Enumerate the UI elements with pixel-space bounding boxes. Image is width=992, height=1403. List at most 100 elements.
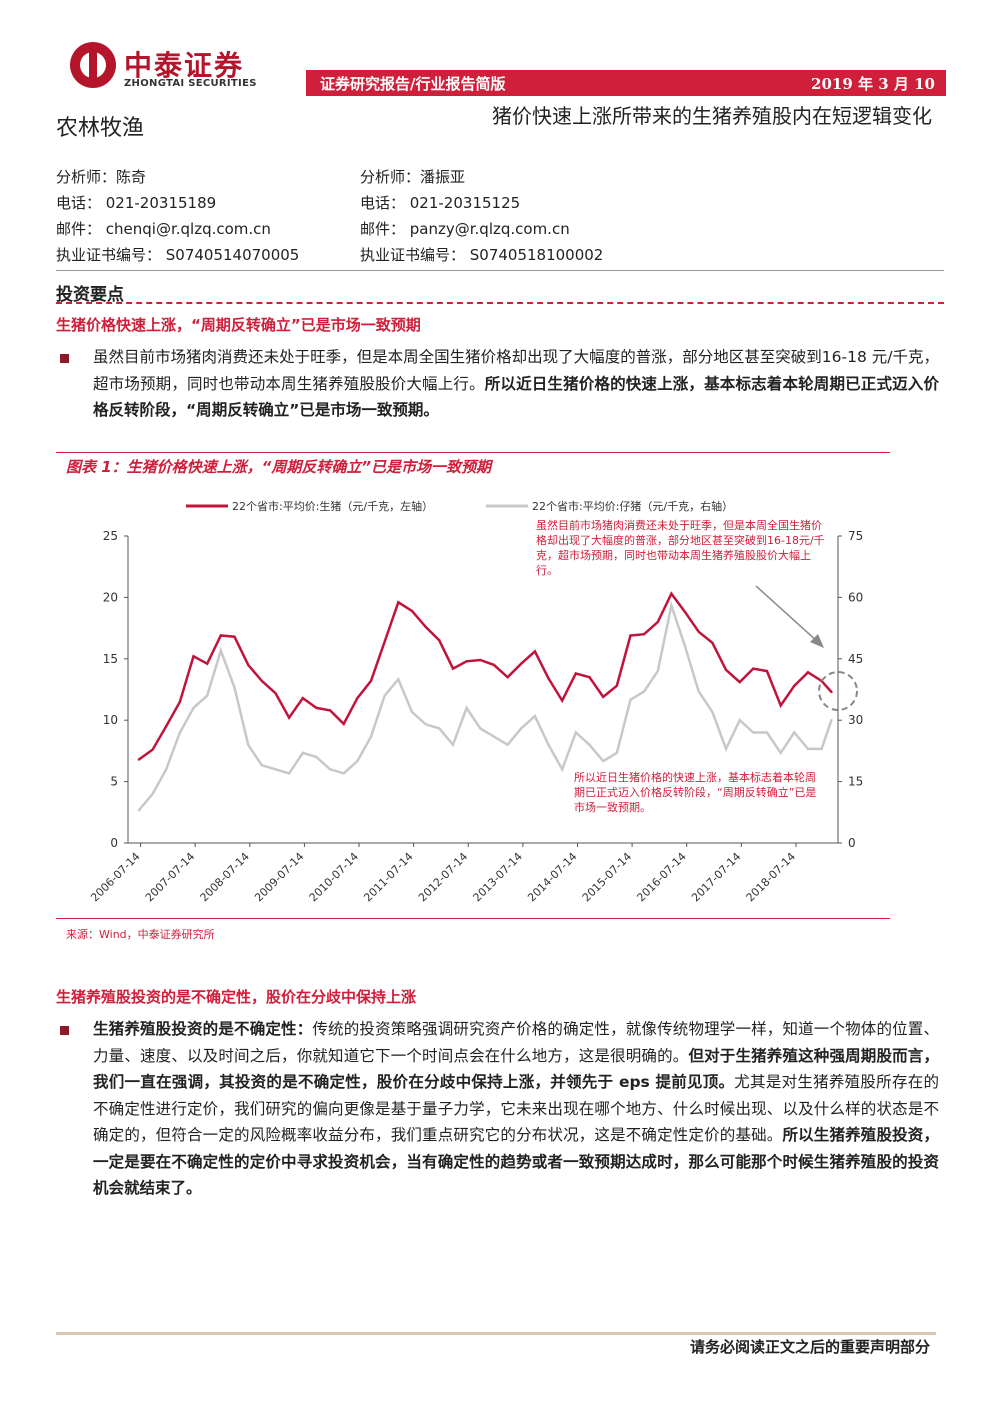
hog-point [451, 667, 455, 670]
point-1-heading: 生猪价格快速上涨，“周期反转确立”已是市场一致预期 [56, 316, 421, 334]
y-right-tick-label: 30 [848, 713, 863, 727]
analyst-2-phone: 电话： 021-20315125 [360, 194, 521, 212]
hog-point [506, 676, 509, 679]
figure-bottom-rule [56, 918, 890, 919]
report-date: 2019 年 3 月 10 日 [811, 75, 935, 114]
piglet-point [697, 690, 700, 693]
hog-point [752, 667, 755, 670]
y-right-tick-label: 60 [848, 590, 863, 604]
y-left-tick-label: 0 [110, 836, 118, 850]
piglet-point [779, 751, 782, 755]
hog-point [301, 696, 304, 700]
piglet-point [274, 768, 277, 771]
piglet-point [830, 719, 833, 722]
hog-point [151, 748, 154, 751]
hog-point [246, 663, 250, 667]
point-2-heading: 生猪养殖股投资的是不确定性，股价在分歧中保持上涨 [56, 988, 417, 1006]
hog-point [574, 672, 578, 675]
sector-label: 农林牧渔 [56, 116, 145, 141]
hog-point [629, 634, 632, 637]
hog-point [492, 663, 496, 667]
hog-point [697, 630, 700, 633]
x-tick-label: 2013-07-14 [471, 850, 525, 904]
piglet-point [533, 714, 537, 718]
page-title: 猪价快速上涨所带来的生猪养殖股内在短逻辑变化 [492, 104, 932, 128]
x-tick-label: 2016-07-14 [634, 850, 688, 904]
analyst-1-name: 分析师：陈奇 [56, 168, 147, 186]
hog-point [615, 684, 619, 688]
piglet-point [588, 743, 591, 746]
piglet-point [301, 751, 304, 755]
piglet-point [492, 735, 496, 738]
divider [56, 270, 944, 271]
x-tick-label: 2006-07-14 [88, 850, 142, 904]
hog-point [356, 696, 359, 700]
hog-point [369, 679, 373, 683]
piglet-point [205, 694, 209, 697]
point-1-text: 虽然目前市场猪肉消费还未处于旺季，但是本周全国生猪价格却出现了大幅度的普涨，部分… [93, 348, 939, 393]
piglet-point [192, 706, 195, 710]
piglet-point [724, 747, 728, 751]
piglet-point [656, 669, 659, 673]
hog-point [670, 592, 673, 595]
x-tick-label: 2008-07-14 [198, 850, 252, 904]
y-left-tick-label: 5 [110, 775, 118, 789]
header-bar [306, 70, 946, 96]
piglet-point [137, 809, 141, 812]
piglet-point [615, 751, 619, 755]
figure-source: 来源：Wind，中泰证券研究所 [66, 928, 215, 941]
y-left-tick-label: 25 [103, 529, 118, 543]
x-tick-label: 2011-07-14 [361, 850, 415, 904]
piglet-point [520, 727, 523, 730]
piglet-point [424, 723, 427, 726]
hog-point [137, 758, 141, 761]
piglet-point [765, 731, 769, 734]
piglet-point [383, 694, 386, 697]
piglet-point [547, 743, 550, 746]
analyst-1-phone: 电话： 021-20315189 [56, 194, 217, 212]
hog-point [397, 601, 400, 604]
section-divider [56, 302, 944, 304]
hog-point [830, 690, 833, 694]
point-2-bold-3: 所以生猪养殖股投资，一定是要在不确定性的定价中寻求投资机会，当有确定性的趋势或者… [93, 1126, 939, 1197]
footer-disclaimer: 请务必阅读正文之后的重要声明部分 [689, 1338, 930, 1356]
price-chart: 22个省市:平均价:生猪（元/千克，左轴） 22个省市:平均价:仔猪（元/千克，… [88, 499, 863, 904]
piglet-point [601, 759, 605, 763]
y-right-tick-label: 15 [848, 775, 863, 789]
piglet-point [738, 719, 741, 722]
arrow-head-icon [810, 634, 824, 648]
y-left-tick-label: 15 [103, 652, 118, 666]
point-2-text-2: 尤其是对生猪养殖股所存在的不确定性进行定价，我们研究的偏向更像是基于量子力学，它… [93, 1073, 939, 1144]
piglet-point [479, 727, 482, 730]
point-2-paragraph: 生猪养殖股投资的是不确定性：传统的投资策略强调研究资产价格的确定性，就像传统物理… [93, 1016, 939, 1202]
hog-point [533, 650, 537, 653]
hog-point [165, 725, 168, 728]
x-tick-label: 2018-07-14 [744, 850, 798, 904]
piglet-point [165, 768, 168, 771]
analyst-2-cert: 执业证书编号： S0740518100002 [360, 246, 604, 264]
hog-point [560, 699, 564, 702]
piglet-point [260, 764, 264, 767]
series-hog-line [138, 591, 833, 761]
piglet-point [246, 743, 250, 746]
hog-point [233, 635, 236, 638]
piglet-point [793, 731, 796, 734]
hog-point [479, 658, 482, 662]
piglet-point [465, 706, 468, 710]
hog-point [178, 700, 182, 703]
piglet-point [356, 759, 359, 763]
hog-point [656, 620, 659, 624]
point-1-bold-text: 所以近日生猪价格的快速上涨，基本标志着本轮周期已正式迈入价格反转阶段，“周期反转… [93, 374, 939, 420]
highlight-circle [818, 671, 858, 711]
hog-point [410, 609, 414, 613]
piglet-point [410, 710, 414, 714]
annotation-2-box: 所以近日生猪价格的快速上涨，基本标志着本轮周期已正式迈入价格反转阶段，“周期反转… [574, 770, 826, 815]
hog-point [683, 610, 687, 614]
series-piglet-line [137, 600, 833, 812]
piglet-point [151, 792, 154, 796]
annotation-1-box: 虽然目前市场猪肉消费还未处于旺季，但是本周全国生猪价格却出现了大幅度的普涨，部分… [536, 518, 826, 578]
hog-point [711, 641, 714, 645]
piglet-point [233, 686, 236, 689]
hog-point [315, 706, 318, 710]
x-tick-label: 2007-07-14 [143, 850, 197, 904]
